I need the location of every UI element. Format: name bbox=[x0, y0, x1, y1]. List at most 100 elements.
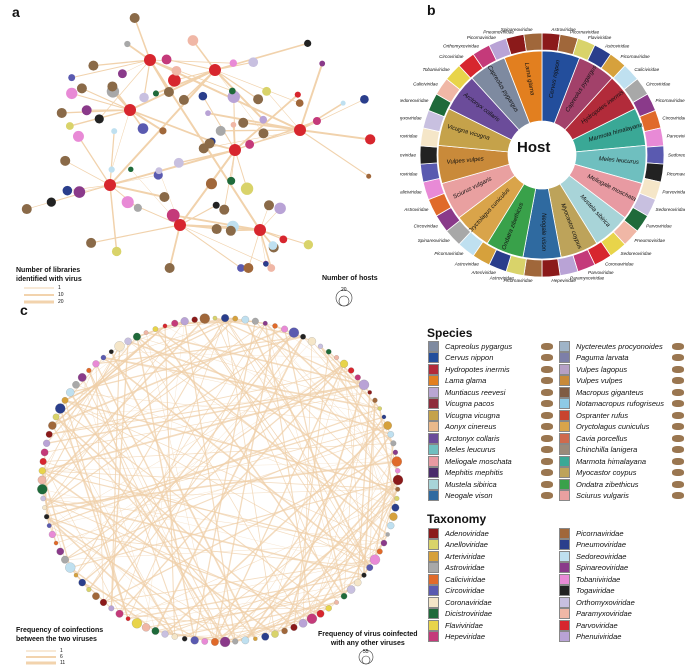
virus-family-label: Paramyxoviridae bbox=[570, 275, 605, 280]
virus-node bbox=[72, 130, 84, 142]
virus-node bbox=[347, 585, 356, 594]
animal-silhouette-icon bbox=[672, 446, 684, 454]
virus-node bbox=[387, 522, 395, 530]
virus-node bbox=[389, 512, 398, 521]
virus-node bbox=[92, 592, 100, 600]
network-edge bbox=[81, 87, 131, 111]
network-edge bbox=[133, 17, 151, 61]
panel-label-c: c bbox=[20, 302, 28, 318]
host-node bbox=[264, 200, 275, 211]
virus-node bbox=[271, 630, 279, 638]
virus-node bbox=[262, 86, 272, 96]
network-edge bbox=[202, 95, 236, 151]
virus-node bbox=[55, 403, 66, 414]
taxonomy-legend-item: Adenoviridae bbox=[428, 527, 553, 539]
coinfection-edge bbox=[41, 470, 276, 635]
species-swatch bbox=[428, 409, 439, 421]
virus-node bbox=[354, 374, 361, 381]
taxonomy-legend-label: Arteriviridae bbox=[445, 551, 486, 561]
virus-node bbox=[212, 201, 220, 209]
coinfection-edge bbox=[88, 370, 216, 643]
species-swatch bbox=[559, 352, 570, 364]
coinfection-edge bbox=[88, 323, 266, 590]
species-swatch bbox=[428, 375, 439, 387]
taxonomy-legend-label: Spinareoviridae bbox=[576, 563, 629, 573]
virus-node bbox=[248, 57, 259, 68]
host-node bbox=[211, 224, 222, 235]
virus-family-label: Astroviridae bbox=[489, 275, 515, 280]
virus-family-label: Caliciviridae bbox=[400, 190, 422, 195]
virus-node bbox=[259, 115, 268, 124]
virus-node bbox=[340, 359, 349, 368]
taxonomy-legend-label: Orthomyxoviridae bbox=[576, 597, 635, 607]
virus-node bbox=[365, 134, 376, 145]
species-legend-item: Paguma larvata bbox=[559, 352, 684, 364]
virus-node bbox=[395, 486, 401, 492]
virus-node bbox=[263, 261, 269, 267]
virus-node bbox=[262, 320, 268, 326]
virus-node bbox=[171, 633, 178, 640]
virus-node bbox=[139, 92, 149, 103]
species-legend-label: Cavia porcellus bbox=[576, 433, 628, 443]
coinfection-edge bbox=[127, 498, 397, 619]
virus-node bbox=[38, 467, 46, 475]
virus-family-label: Dicistroviridae bbox=[400, 171, 418, 176]
coinfection-edge bbox=[42, 318, 236, 490]
virus-node bbox=[46, 197, 56, 207]
virus-node bbox=[211, 638, 219, 646]
coinfection-edge bbox=[95, 318, 236, 365]
coinfection-edge bbox=[49, 369, 352, 435]
coinfection-edge bbox=[283, 384, 365, 632]
taxonomy-legend-label: Paramyxoviridae bbox=[576, 609, 632, 619]
coinfection-edge bbox=[103, 357, 385, 418]
virus-node bbox=[133, 203, 142, 212]
network-edge bbox=[98, 59, 151, 120]
species-legend-item: Cervus nippon bbox=[428, 352, 553, 364]
virus-node bbox=[205, 178, 217, 190]
species-legend-item: Neogale vison bbox=[428, 490, 553, 502]
virus-family-label: Circoviridae bbox=[662, 115, 685, 120]
virus-node bbox=[114, 341, 125, 352]
species-legend-label: Meles leucurus bbox=[445, 445, 496, 455]
taxonomy-legend-item: Togaviridae bbox=[559, 585, 684, 597]
network-edge bbox=[234, 93, 299, 151]
taxonomy-swatch bbox=[428, 550, 439, 562]
taxonomy-legend-item: Paramyxoviridae bbox=[559, 608, 684, 620]
panel-a-legend-title-line1: Number of libraries bbox=[16, 267, 81, 274]
network-edge bbox=[192, 40, 216, 71]
virus-node bbox=[86, 587, 92, 593]
panel-a-hosts-scale-value: 20 bbox=[341, 287, 347, 293]
species-swatch bbox=[559, 478, 570, 490]
panel-a-legend-title-line2: identified with virus bbox=[16, 276, 82, 283]
virus-node bbox=[44, 514, 50, 520]
taxonomy-swatch bbox=[559, 631, 570, 643]
taxonomy-swatch bbox=[559, 573, 570, 585]
coinfection-edge bbox=[119, 613, 285, 632]
virus-family-segment bbox=[646, 145, 665, 165]
coinfection-edge bbox=[69, 567, 156, 632]
taxonomy-legend-item: Astroviridae bbox=[428, 562, 553, 574]
species-legend-label: Sciurus vulgaris bbox=[576, 491, 629, 501]
virus-node bbox=[141, 623, 151, 632]
coinfection-edge bbox=[127, 574, 365, 620]
virus-family-label: Picornaviridae bbox=[467, 35, 497, 40]
virus-node bbox=[369, 554, 381, 565]
coinfection-edge bbox=[43, 498, 384, 544]
coinfection-edge bbox=[224, 416, 385, 643]
virus-family-label: Dicistroviridae bbox=[400, 134, 418, 139]
coinfection-edge bbox=[69, 391, 226, 643]
panel-a-legend-title: Number of libraries identified with viru… bbox=[16, 266, 82, 284]
network-edge bbox=[179, 224, 267, 264]
virus-node bbox=[241, 315, 250, 324]
taxonomy-legend-item: Arteriviridae bbox=[428, 550, 553, 562]
virus-node bbox=[325, 605, 332, 612]
network-edge bbox=[214, 69, 259, 100]
network-edge bbox=[179, 204, 217, 226]
taxonomy-legend-item: Coronaviridae bbox=[428, 596, 553, 608]
panel-c-right-title-line1: Frequency of virus coinfected bbox=[318, 631, 418, 638]
panel-a-legend-value-20: 20 bbox=[58, 299, 64, 305]
network-edge bbox=[243, 121, 301, 131]
host-node bbox=[238, 117, 249, 128]
virus-node bbox=[162, 323, 168, 329]
virus-family-label: Parvoviridae bbox=[646, 223, 672, 228]
